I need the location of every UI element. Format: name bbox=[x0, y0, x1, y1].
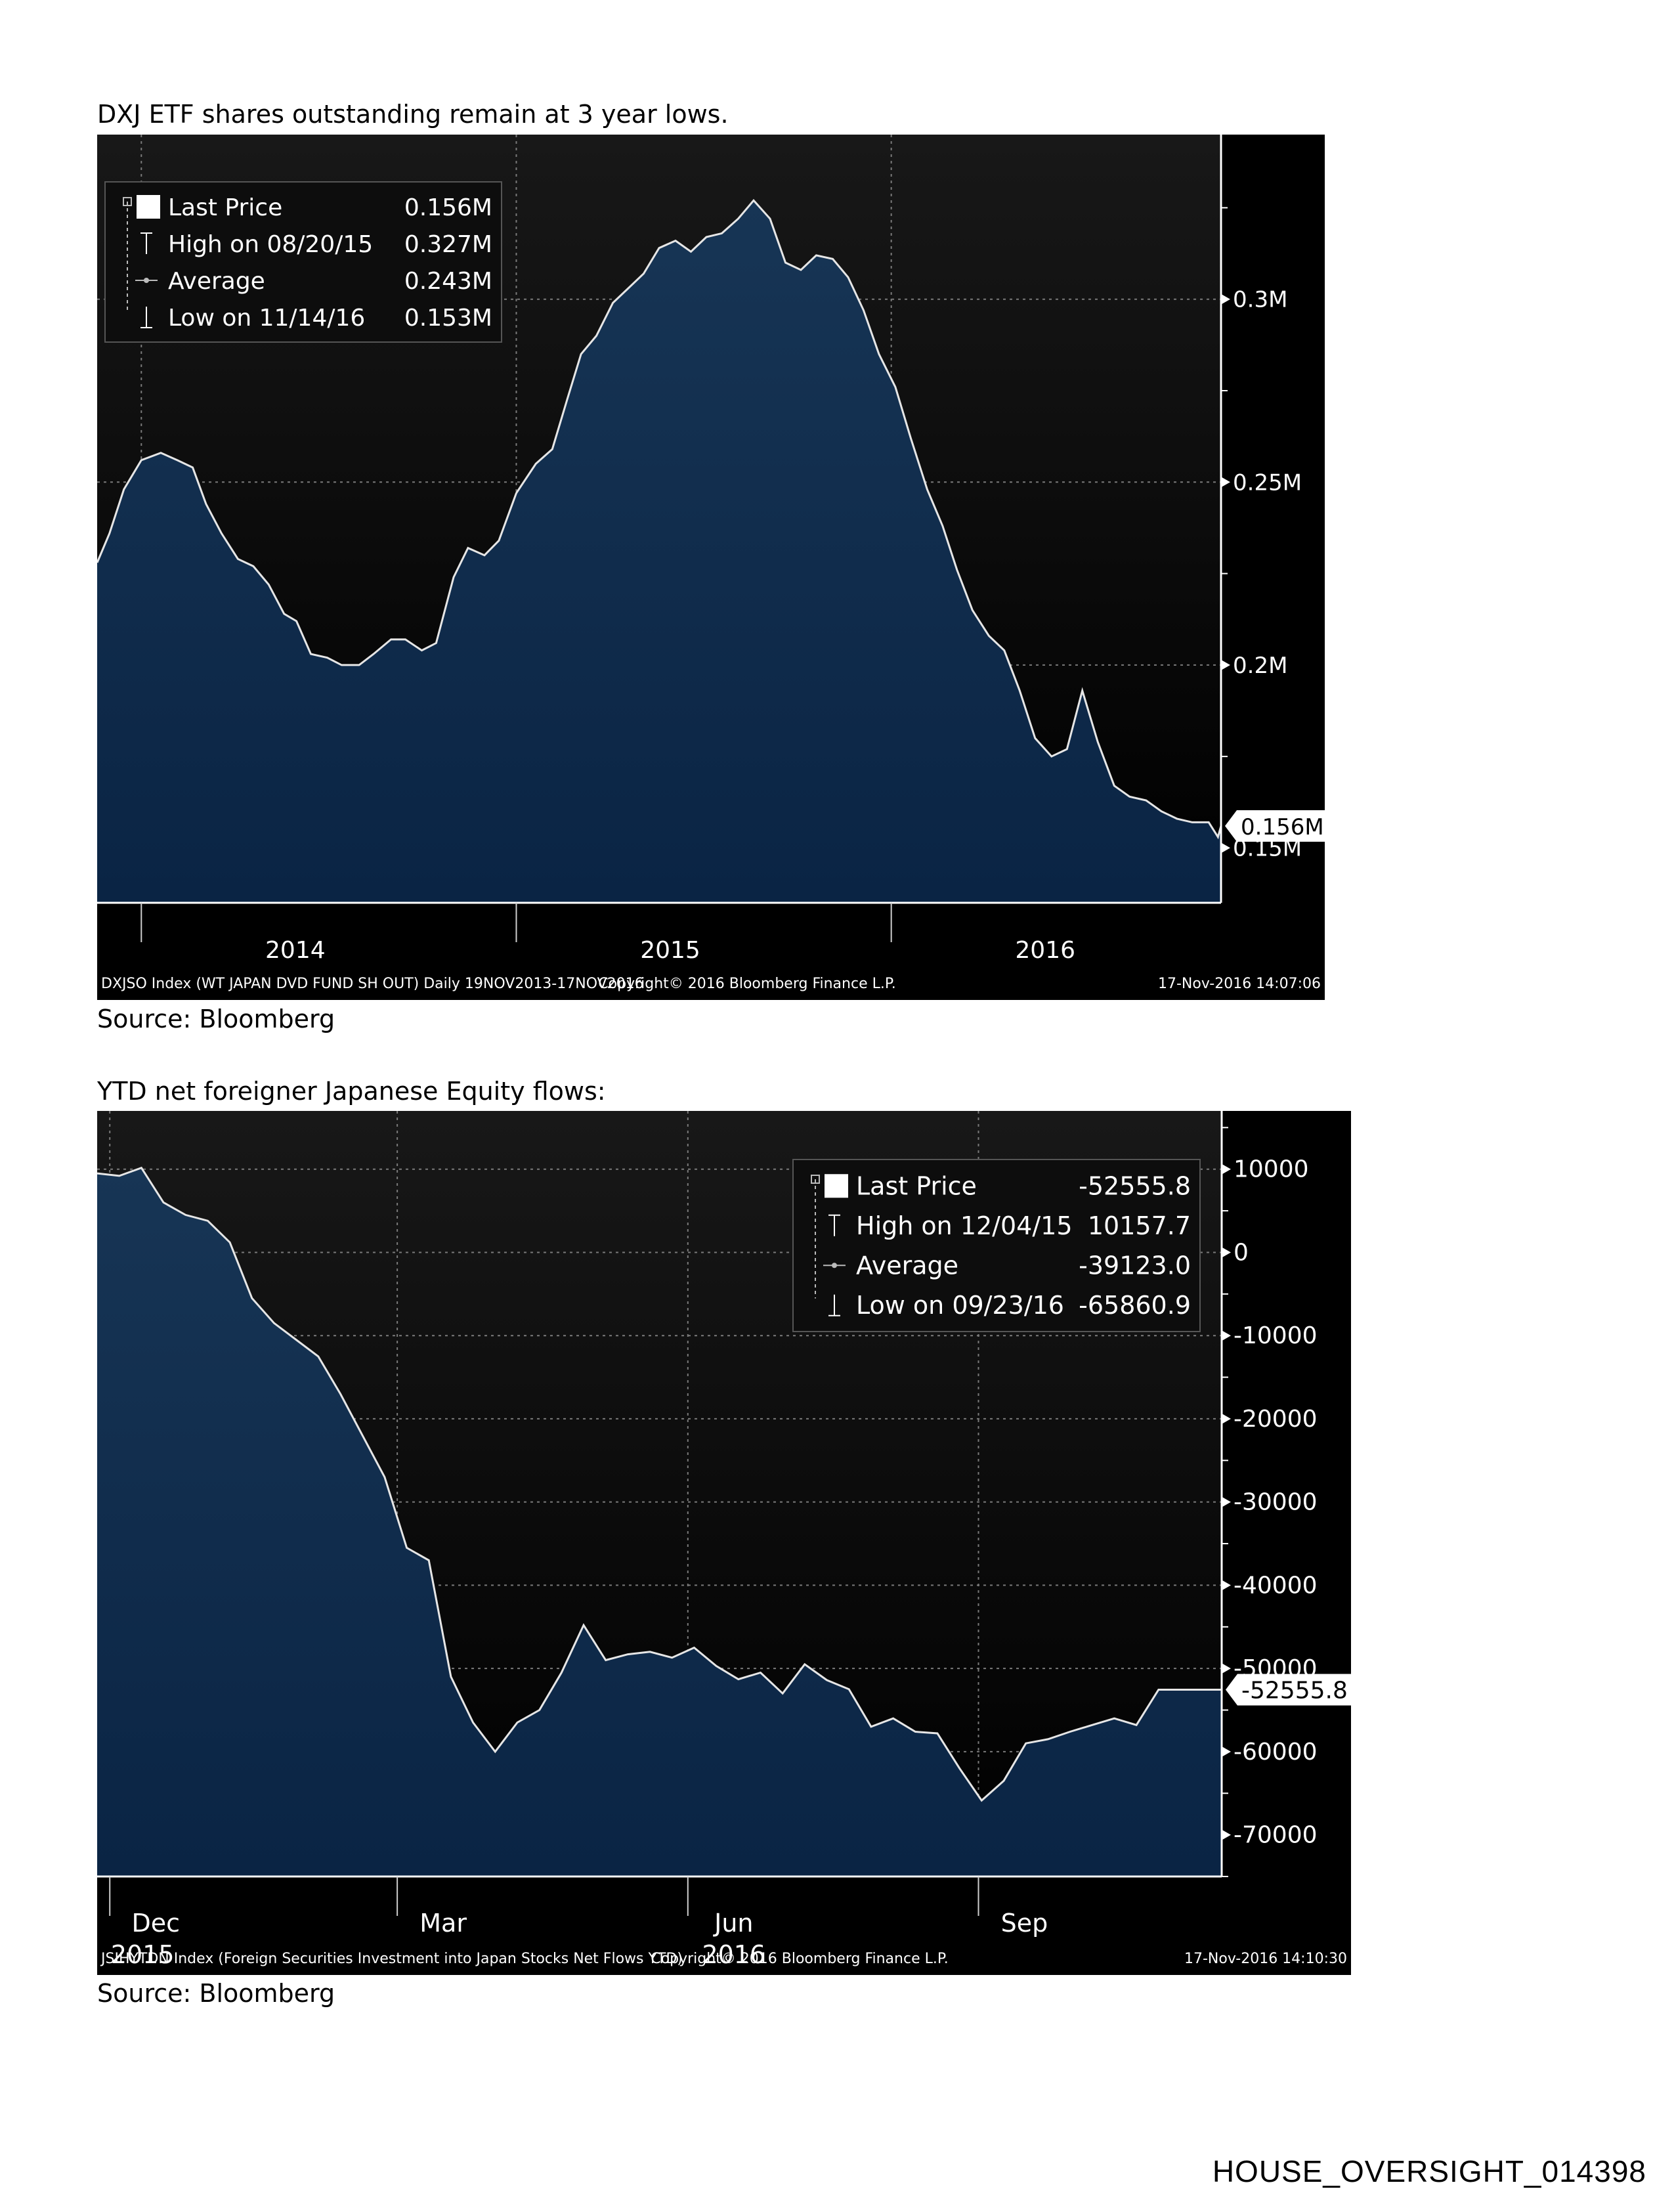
low-marker-icon bbox=[828, 1294, 840, 1316]
last-price-tag-shape bbox=[1226, 1674, 1351, 1706]
legend-value: 10157.7 bbox=[1088, 1211, 1191, 1240]
chart-footer-left: JSIHYTDN Index (Foreign Securities Inves… bbox=[100, 1951, 683, 1967]
y-tick-arrow bbox=[1222, 1247, 1231, 1258]
legend-collapse-icon bbox=[123, 197, 132, 206]
low-marker-icon bbox=[140, 307, 152, 328]
chart-2-caption: YTD net foreigner Japanese Equity flows: bbox=[97, 1077, 606, 1106]
y-tick-label: -60000 bbox=[1234, 1739, 1318, 1766]
high-marker-icon bbox=[828, 1214, 840, 1236]
series-line bbox=[97, 1166, 1222, 1802]
legend-value: -65860.9 bbox=[1079, 1291, 1191, 1320]
y-tick-label: -70000 bbox=[1234, 1822, 1318, 1849]
chart-1-caption: DXJ ETF shares outstanding remain at 3 y… bbox=[97, 100, 729, 129]
series-area bbox=[97, 1167, 1222, 1876]
legend-label: Average bbox=[168, 268, 265, 295]
last-price-tag-shape bbox=[1225, 810, 1325, 842]
legend-collapse-icon bbox=[811, 1175, 820, 1184]
x-tick-label: 2014 bbox=[265, 937, 326, 964]
last-price-label: 0.156M bbox=[1241, 814, 1324, 840]
legend-box bbox=[104, 181, 502, 343]
average-dot-icon bbox=[832, 1263, 837, 1269]
y-tick-arrow bbox=[1221, 293, 1230, 305]
chart-2-source: Source: Bloomberg bbox=[97, 1979, 335, 2008]
y-tick-label: -20000 bbox=[1234, 1406, 1318, 1433]
legend-value: -39123.0 bbox=[1079, 1251, 1191, 1280]
y-tick-label: 0 bbox=[1234, 1239, 1249, 1266]
y-tick-arrow bbox=[1221, 842, 1230, 854]
y-tick-label: 0.2M bbox=[1233, 653, 1287, 679]
y-tick-arrow bbox=[1222, 1330, 1231, 1341]
chart-footer-copyright: Copyright© 2016 Bloomberg Finance L.P. bbox=[651, 1951, 948, 1967]
y-tick-label: -40000 bbox=[1234, 1572, 1318, 1599]
last-price-tag: 0.156M bbox=[1225, 810, 1325, 842]
legend: Last Price 0.156M High on 08/20/15 0.327M Av… bbox=[104, 181, 502, 343]
y-tick-label: -30000 bbox=[1234, 1489, 1318, 1516]
legend-box bbox=[792, 1159, 1201, 1332]
legend-label: Low on 09/23/16 bbox=[856, 1291, 1064, 1320]
y-tick-arrow bbox=[1222, 1163, 1231, 1175]
chart-1: 0.3M 0.25M 0.2M 0.15M 0.156M 2014 2015 2016 DXJS… bbox=[97, 135, 1325, 1000]
legend-label: Last Price bbox=[856, 1171, 977, 1200]
y-tick-arrow bbox=[1222, 1580, 1231, 1591]
legend-label: High on 12/04/15 bbox=[856, 1211, 1073, 1240]
y-tick-label: 10000 bbox=[1234, 1156, 1309, 1183]
y-tick-arrow bbox=[1222, 1496, 1231, 1507]
legend-label: Low on 11/14/16 bbox=[168, 305, 365, 332]
x-tick-label: Dec bbox=[131, 1909, 180, 1938]
legend-value: 0.156M bbox=[404, 194, 492, 221]
average-dot-icon bbox=[144, 278, 149, 283]
x-tick-sublabel: 2016 bbox=[702, 1940, 765, 1969]
chart-footer-timestamp: 17-Nov-2016 14:07:06 bbox=[1158, 976, 1321, 992]
legend-label: Average bbox=[856, 1251, 958, 1280]
y-tick-arrow bbox=[1222, 1746, 1231, 1757]
bates-number: HOUSE_OVERSIGHT_014398 bbox=[1212, 2154, 1646, 2188]
legend-label: High on 08/20/15 bbox=[168, 231, 373, 258]
y-tick-label: 0.25M bbox=[1233, 469, 1302, 496]
last-price-label: -52555.8 bbox=[1241, 1678, 1348, 1704]
legend-value: 0.243M bbox=[404, 268, 492, 295]
last-price-tag: -52555.8 bbox=[1226, 1674, 1351, 1706]
chart-footer-left: DXJSO Index (WT JAPAN DVD FUND SH OUT) D… bbox=[101, 976, 644, 992]
y-tick-label: 0.3M bbox=[1233, 287, 1287, 313]
chart-footer-copyright: Copyright© 2016 Bloomberg Finance L.P. bbox=[598, 976, 895, 992]
chart-1-source: Source: Bloomberg bbox=[97, 1005, 335, 1033]
chart-footer-timestamp: 17-Nov-2016 14:10:30 bbox=[1184, 1951, 1347, 1967]
y-tick-arrow bbox=[1221, 477, 1230, 488]
x-tick-label: 2016 bbox=[1015, 937, 1075, 964]
x-tick-sublabel: 2015 bbox=[111, 1940, 175, 1969]
chart-2: 10000 0 -10000 -20000 -30000 -40000 -50000 -600… bbox=[97, 1111, 1351, 1975]
legend-value: -52555.8 bbox=[1079, 1171, 1191, 1200]
y-tick-arrow bbox=[1222, 1829, 1231, 1840]
legend-value: 0.327M bbox=[404, 231, 492, 258]
legend-swatch bbox=[825, 1174, 848, 1198]
x-tick-label: Mar bbox=[419, 1909, 467, 1938]
legend-value: 0.153M bbox=[404, 305, 492, 332]
y-tick-arrow bbox=[1222, 1663, 1231, 1674]
legend-label: Last Price bbox=[168, 194, 282, 221]
legend-swatch bbox=[137, 195, 160, 219]
x-tick-label: Jun bbox=[713, 1909, 753, 1938]
series-line bbox=[97, 199, 1222, 840]
x-tick-label: 2015 bbox=[640, 937, 700, 964]
y-tick-arrow bbox=[1221, 659, 1230, 670]
x-tick-label: Sep bbox=[1001, 1909, 1048, 1938]
y-tick-label: -10000 bbox=[1234, 1322, 1318, 1349]
y-tick-arrow bbox=[1222, 1413, 1231, 1424]
chart-2-svg: 100000-10000-20000-30000-40000-50000-600… bbox=[97, 1111, 1351, 1969]
high-marker-icon bbox=[140, 232, 152, 254]
series-area bbox=[97, 200, 1221, 903]
